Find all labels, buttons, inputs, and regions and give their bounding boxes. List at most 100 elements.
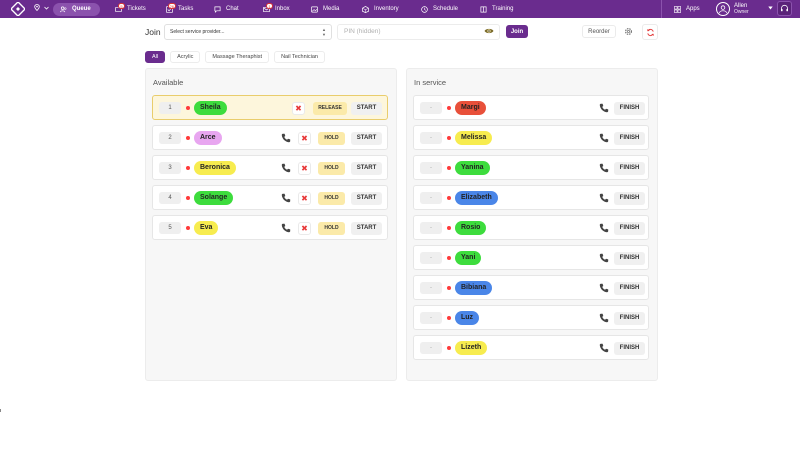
provider-name-pill[interactable]: Yanina	[455, 161, 490, 175]
eye-icon[interactable]	[484, 27, 494, 35]
provider-name-pill[interactable]: Luz	[455, 311, 480, 325]
filter-acrylic[interactable]: Acrylic	[170, 51, 201, 63]
pin-input[interactable]: PIN (hidden)	[337, 24, 500, 40]
in-service-row[interactable]: - Rosio FINISH	[413, 215, 649, 240]
in-service-row[interactable]: - Yanina FINISH	[413, 155, 649, 180]
in-service-row[interactable]: - Yani FINISH	[413, 245, 649, 270]
available-row[interactable]: 1 Sheila ✖ RELEASE START	[152, 95, 388, 120]
provider-name-pill[interactable]: Melissa	[455, 131, 493, 145]
provider-name-pill[interactable]: Arce	[194, 131, 222, 145]
provider-name-pill[interactable]: Yani	[455, 251, 482, 265]
nav-chat[interactable]: Chat	[214, 0, 239, 18]
support-button[interactable]	[777, 1, 792, 16]
provider-name-pill[interactable]: Lizeth	[455, 341, 488, 355]
provider-name-pill[interactable]: Beronica	[194, 161, 236, 175]
provider-name-pill[interactable]: Rosio	[455, 221, 487, 235]
finish-button[interactable]: FINISH	[614, 252, 645, 265]
nav-schedule[interactable]: Schedule	[421, 0, 458, 18]
phone-icon[interactable]	[599, 133, 609, 143]
finish-button[interactable]: FINISH	[614, 342, 645, 355]
start-button[interactable]: START	[351, 192, 382, 205]
finish-button[interactable]: FINISH	[614, 162, 645, 175]
phone-icon[interactable]	[599, 193, 609, 203]
finish-button[interactable]: FINISH	[614, 102, 645, 115]
phone-icon[interactable]	[599, 223, 609, 233]
available-row[interactable]: 3 Beronica ✖ HOLD START	[152, 155, 388, 180]
hold-button[interactable]: HOLD	[318, 192, 345, 205]
nav-training[interactable]: Training	[480, 0, 513, 18]
in-service-row[interactable]: - Margi FINISH	[413, 95, 649, 120]
nav-label: Tasks	[178, 6, 194, 12]
remove-button[interactable]: ✖	[298, 222, 311, 235]
provider-name-pill[interactable]: Eva	[194, 221, 219, 235]
provider-name-pill[interactable]: Elizabeth	[455, 191, 498, 205]
in-service-row[interactable]: - Bibiana FINISH	[413, 275, 649, 300]
service-provider-select[interactable]: Select service provider... ▲ ▼	[164, 24, 332, 40]
nav-queue[interactable]: Queue	[53, 2, 100, 16]
app-logo-icon[interactable]	[11, 2, 25, 16]
avatar	[716, 2, 730, 16]
phone-icon[interactable]	[599, 313, 609, 323]
nav-tasks[interactable]: 26 Tasks	[166, 0, 193, 18]
finish-button[interactable]: FINISH	[614, 192, 645, 205]
phone-icon[interactable]	[599, 283, 609, 293]
nav-inbox[interactable]: 1 Inbox	[263, 0, 290, 18]
phone-icon[interactable]	[281, 163, 291, 173]
start-button[interactable]: START	[351, 222, 382, 235]
in-service-row[interactable]: - Luz FINISH	[413, 305, 649, 330]
provider-name-pill[interactable]: Bibiana	[455, 281, 493, 295]
phone-icon[interactable]	[281, 223, 291, 233]
finish-button[interactable]: FINISH	[614, 222, 645, 235]
phone-icon[interactable]	[599, 253, 609, 263]
in-service-row[interactable]: - Elizabeth FINISH	[413, 185, 649, 210]
gear-icon[interactable]	[624, 27, 633, 36]
caret-down-icon[interactable]	[768, 6, 773, 10]
phone-icon[interactable]	[281, 193, 291, 203]
provider-name-pill[interactable]: Solange	[194, 191, 234, 205]
start-button[interactable]: START	[351, 102, 382, 115]
service-time: -	[420, 222, 442, 234]
in-service-row[interactable]: - Melissa FINISH	[413, 125, 649, 150]
location-selector[interactable]	[34, 4, 49, 11]
hold-button[interactable]: HOLD	[318, 132, 345, 145]
status-dot	[447, 286, 451, 290]
finish-button[interactable]: FINISH	[614, 132, 645, 145]
start-button[interactable]: START	[351, 162, 382, 175]
finish-button[interactable]: FINISH	[614, 282, 645, 295]
phone-icon[interactable]	[599, 163, 609, 173]
nav-label: Tickets	[127, 6, 146, 12]
available-row[interactable]: 5 Eva ✖ HOLD START	[152, 215, 388, 240]
phone-icon[interactable]	[599, 103, 609, 113]
remove-button[interactable]: ✖	[298, 132, 311, 145]
user-menu[interactable]: Allen Owner	[716, 2, 749, 16]
filter-all[interactable]: All	[145, 51, 166, 63]
nav-tickets[interactable]: 5 Tickets	[115, 0, 146, 18]
provider-name-pill[interactable]: Margi	[455, 101, 486, 115]
phone-icon[interactable]	[599, 343, 609, 353]
finish-button[interactable]: FINISH	[614, 312, 645, 325]
provider-name-pill[interactable]: Sheila	[194, 101, 227, 115]
status-dot	[447, 316, 451, 320]
release-button[interactable]: RELEASE	[313, 102, 347, 115]
available-row[interactable]: 2 Arce ✖ HOLD START	[152, 125, 388, 150]
status-dot	[186, 106, 190, 110]
nav-inventory[interactable]: Inventory	[362, 0, 399, 18]
nav-apps[interactable]: Apps	[674, 0, 700, 18]
filter-massage-therapist[interactable]: Massage Theraphist	[205, 51, 270, 63]
phone-icon[interactable]	[281, 133, 291, 143]
join-button[interactable]: Join	[506, 25, 528, 38]
hold-button[interactable]: HOLD	[318, 162, 345, 175]
in-service-row[interactable]: - Lizeth FINISH	[413, 335, 649, 360]
nav-media[interactable]: Media	[311, 0, 339, 18]
remove-button[interactable]: ✖	[292, 102, 305, 115]
hold-button[interactable]: HOLD	[318, 222, 345, 235]
reorder-button[interactable]: Reorder	[582, 25, 616, 38]
refresh-button[interactable]	[642, 24, 658, 40]
remove-button[interactable]: ✖	[298, 162, 311, 175]
remove-button[interactable]: ✖	[298, 192, 311, 205]
available-row[interactable]: 4 Solange ✖ HOLD START	[152, 185, 388, 210]
user-name: Allen	[734, 3, 748, 9]
filter-nail-technician[interactable]: Nail Technician	[274, 51, 325, 63]
start-button[interactable]: START	[351, 132, 382, 145]
status-dot	[447, 346, 451, 350]
